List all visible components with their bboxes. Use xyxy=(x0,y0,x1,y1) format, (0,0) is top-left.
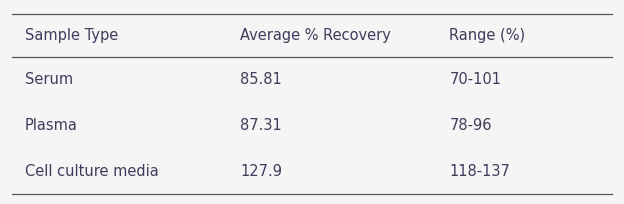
Text: Sample Type: Sample Type xyxy=(25,28,118,43)
Text: 70-101: 70-101 xyxy=(449,72,501,87)
Text: 87.31: 87.31 xyxy=(240,118,282,133)
Text: Range (%): Range (%) xyxy=(449,28,525,43)
Text: Average % Recovery: Average % Recovery xyxy=(240,28,391,43)
Text: Cell culture media: Cell culture media xyxy=(25,164,158,178)
Text: 118-137: 118-137 xyxy=(449,164,510,178)
Text: Serum: Serum xyxy=(25,72,73,87)
Text: 78-96: 78-96 xyxy=(449,118,492,133)
Text: 127.9: 127.9 xyxy=(240,164,282,178)
Text: 85.81: 85.81 xyxy=(240,72,282,87)
Text: Plasma: Plasma xyxy=(25,118,78,133)
